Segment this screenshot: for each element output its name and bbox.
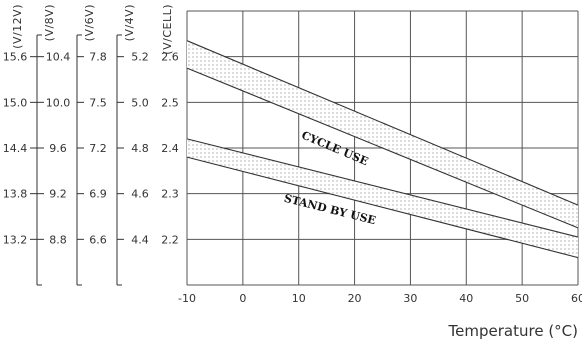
y-axis-unit: (V/12V) [11,4,24,49]
x-tick-label: 50 [515,292,529,305]
y-tick-label: 4.4 [131,233,149,246]
band-fill [187,40,578,228]
band-upper-line [186,40,579,206]
y-tick-label: 7.8 [89,51,107,64]
x-tick-label: 10 [292,292,306,305]
band-lower-line [186,156,579,259]
y-tick-label: 2.6 [161,51,179,64]
y-tick-label: 6.9 [89,188,107,201]
x-tick-label: 40 [459,292,473,305]
y-tick-label: 2.5 [161,96,179,109]
x-axis-label: Temperature (°C) [448,322,578,340]
x-tick-label: 60 [571,292,582,305]
y-tick-label: 5.2 [131,51,149,64]
y-tick-label: 8.8 [49,233,67,246]
y-axis-unit: (V/6V) [83,4,96,41]
x-axis-ticks: -10 0 10 20 30 40 50 60 [178,292,582,305]
band-upper-line [186,138,579,238]
y-tick-label: 5.0 [131,96,149,109]
y-tick-label: 6.6 [89,233,107,246]
y-tick-label: 15.0 [3,96,28,109]
y-tick-label: 9.6 [49,142,67,155]
y-axis-unit: (V/4V) [123,4,136,41]
y-tick-label: 2.4 [161,142,179,155]
y-tick-label: 14.4 [3,142,28,155]
band-lower-line [186,67,579,229]
y-tick-label: 13.2 [3,233,28,246]
x-tick-label: 30 [403,292,417,305]
y-tick-label: 2.3 [161,188,179,201]
y-axis-unit: (V/CELL) [161,4,174,55]
y-axis-unit: (V/8V) [43,4,56,41]
y-tick-label: 9.2 [49,188,67,201]
y-tick-label: 4.8 [131,142,149,155]
x-tick-label: -10 [178,292,196,305]
x-tick-label: 0 [239,292,246,305]
y-tick-label: 15.6 [3,51,28,64]
band-fill [187,138,578,258]
x-tick-label: 20 [348,292,362,305]
y-tick-label: 13.8 [3,188,28,201]
y-tick-label: 10.0 [46,96,71,109]
y-tick-label: 2.2 [161,233,179,246]
y-tick-label: 7.2 [89,142,107,155]
y-tick-label: 10.4 [46,51,71,64]
y-tick-label: 7.5 [89,96,107,109]
y-tick-label: 4.6 [131,188,149,201]
y-axes: (V/12V) 15.6 15.0 14.4 13.8 13.2 (V/8V) 10.4 10.… [3,4,179,286]
